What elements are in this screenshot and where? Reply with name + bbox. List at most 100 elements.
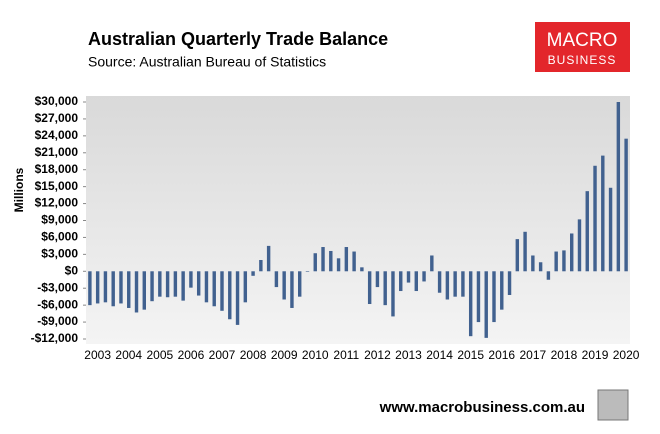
- x-tick-label: 2007: [209, 348, 236, 362]
- y-tick-label: $6,000: [41, 230, 78, 244]
- x-tick-label: 2014: [426, 348, 453, 362]
- bar: [228, 271, 232, 320]
- bar: [430, 255, 434, 272]
- bar: [360, 267, 364, 272]
- x-tick-label: 2012: [364, 348, 391, 362]
- bar: [336, 258, 341, 272]
- y-tick-label: $9,000: [41, 213, 78, 227]
- bar: [414, 271, 418, 292]
- x-tick-label: 2008: [240, 348, 267, 362]
- y-tick-label: -$3,000: [37, 280, 78, 294]
- bar: [507, 271, 512, 295]
- bar: [406, 271, 411, 283]
- bar: [492, 271, 496, 323]
- bar: [461, 271, 465, 297]
- y-tick-label: $27,000: [35, 111, 79, 125]
- bar: [570, 233, 574, 272]
- bar: [158, 271, 162, 297]
- chart-title: Australian Quarterly Trade Balance: [88, 29, 388, 49]
- bar: [111, 271, 115, 307]
- bar: [601, 155, 605, 272]
- bar: [577, 219, 582, 272]
- bar: [344, 247, 349, 272]
- x-tick-label: 2016: [488, 348, 515, 362]
- y-tick-label: $18,000: [35, 162, 79, 176]
- bar: [313, 253, 317, 272]
- bar: [251, 271, 255, 276]
- x-tick-label: 2006: [178, 348, 205, 362]
- bar: [259, 260, 263, 272]
- logo: [535, 22, 630, 72]
- bar: [181, 271, 185, 301]
- x-tick-label: 2020: [613, 348, 640, 362]
- bar: [476, 271, 481, 323]
- x-tick-label: 2010: [302, 348, 329, 362]
- x-tick-label: 2013: [395, 348, 422, 362]
- x-tick-label: 2005: [146, 348, 173, 362]
- bar: [484, 271, 488, 338]
- bar: [445, 271, 450, 300]
- plot-area: [86, 96, 630, 344]
- bar: [554, 251, 558, 272]
- bar: [142, 271, 146, 310]
- bar: [593, 165, 597, 272]
- bar: [375, 271, 380, 288]
- footer: www.macrobusiness.com.au: [379, 399, 585, 416]
- logo-text: MACRO: [547, 30, 618, 51]
- bar: [95, 271, 100, 304]
- bar: [204, 271, 209, 303]
- y-axis-label: Millions: [12, 167, 26, 212]
- bar: [523, 231, 527, 272]
- y-tick-label: $3,000: [41, 247, 78, 261]
- x-tick-label: 2015: [457, 348, 484, 362]
- bar: [119, 271, 123, 304]
- bar: [150, 271, 154, 302]
- x-tick-label: 2019: [582, 348, 609, 362]
- bar: [235, 271, 240, 325]
- bar: [391, 271, 395, 317]
- bar: [437, 271, 442, 293]
- y-tick-label: $12,000: [35, 196, 79, 210]
- bar: [243, 271, 248, 303]
- bar: [585, 191, 589, 272]
- bar: [624, 138, 628, 272]
- bar: [134, 271, 139, 313]
- bar: [399, 271, 403, 292]
- bar: [468, 271, 473, 337]
- bar: [329, 250, 333, 272]
- y-tick-label: -$6,000: [37, 297, 78, 311]
- bar: [608, 187, 613, 272]
- bar: [321, 247, 325, 272]
- y-tick-label: $24,000: [35, 128, 79, 142]
- bar: [538, 262, 543, 272]
- bar: [422, 271, 426, 282]
- bar: [305, 271, 310, 272]
- y-tick-label: -$9,000: [37, 314, 78, 328]
- x-tick-label: 2011: [333, 348, 359, 362]
- bar: [383, 271, 387, 306]
- bar: [274, 271, 279, 288]
- y-tick-label: $15,000: [35, 179, 79, 193]
- bar: [500, 271, 504, 310]
- x-tick-label: 2018: [551, 348, 578, 362]
- bar: [220, 271, 224, 311]
- y-tick-label: -$12,000: [31, 331, 79, 345]
- bar: [103, 271, 108, 303]
- bar: [298, 271, 302, 297]
- bar: [165, 271, 170, 298]
- y-tick-label: $30,000: [35, 94, 79, 108]
- logo-text: BUSINESS: [548, 53, 617, 67]
- bar: [173, 271, 178, 297]
- bar: [212, 271, 216, 307]
- bar: [88, 271, 92, 306]
- y-tick-label: $0: [65, 263, 79, 277]
- bar: [290, 271, 294, 308]
- bar: [453, 271, 457, 297]
- bar: [196, 271, 201, 296]
- x-tick-label: 2004: [115, 348, 142, 362]
- bar: [616, 102, 621, 272]
- bar: [189, 271, 193, 288]
- bar: [562, 250, 566, 272]
- bar: [367, 271, 372, 305]
